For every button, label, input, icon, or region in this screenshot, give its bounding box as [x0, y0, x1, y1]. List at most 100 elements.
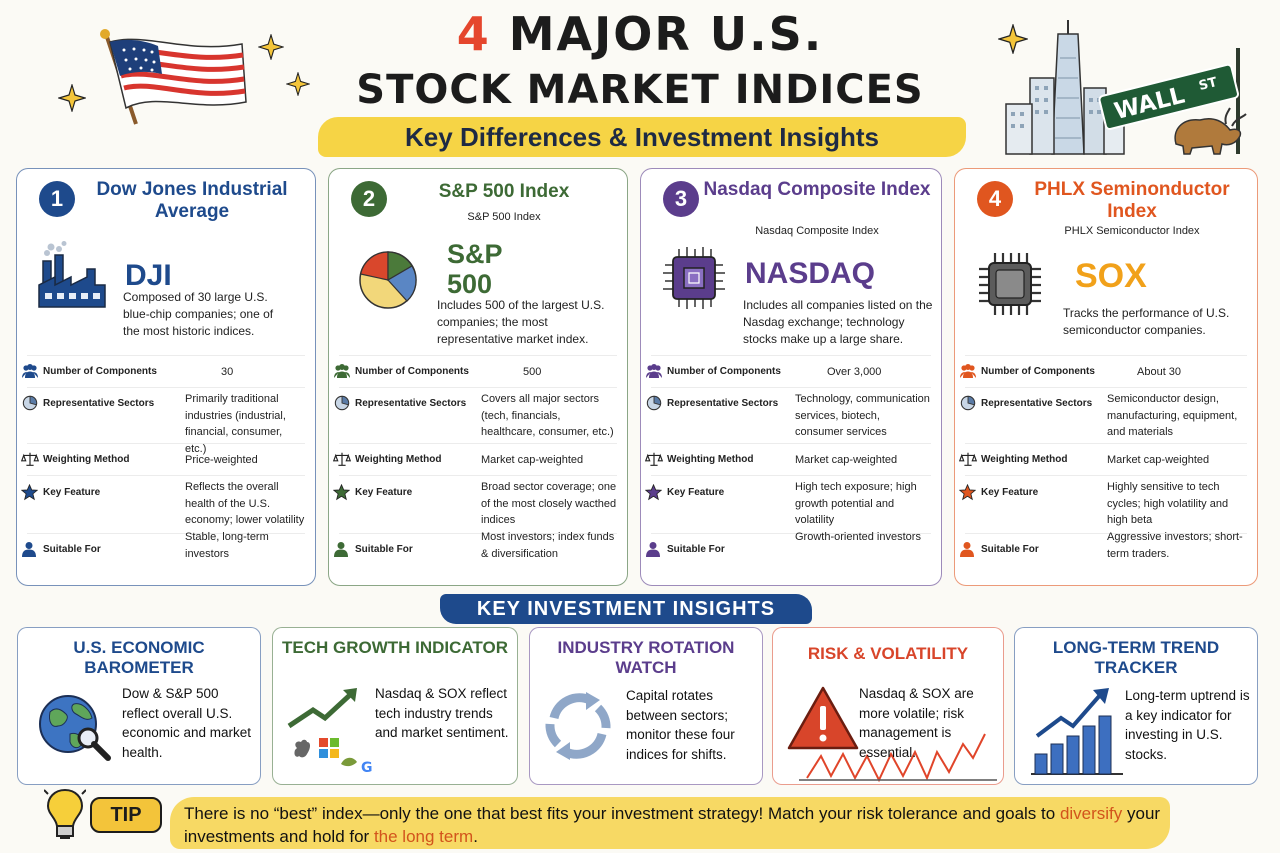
row-divider	[27, 387, 305, 388]
row-divider	[27, 475, 305, 476]
star-icon	[958, 483, 977, 501]
insight-card: U.S. ECONOMIC BAROMETER Dow & S&P 500 ref…	[17, 627, 261, 785]
index-card: 1 Dow Jones Industrial Average DJI Composed…	[16, 168, 316, 586]
tip-text: There is no “best” index—only the one th…	[184, 802, 1164, 848]
row-label: Representative Sectors	[43, 398, 155, 409]
insight-card: TECH GROWTH INDICATOR G Nasdaq & SOX refle…	[272, 627, 518, 785]
row-value-weighting: Market cap-weighted	[1107, 454, 1210, 466]
row-label: Key Feature	[43, 487, 101, 498]
insight-text: Capital rotates between sectors; monitor…	[626, 688, 735, 762]
insight-card: INDUSTRY ROTATION WATCH Capital rotates b…	[529, 627, 763, 785]
row-value-sectors: Covers all major sectors (tech, financia…	[481, 393, 614, 438]
row-label: Number of Components	[355, 366, 469, 377]
rotation-arrows-icon	[540, 688, 616, 769]
insight-title: U.S. ECONOMIC BAROMETER	[73, 638, 205, 677]
warning-icon	[787, 684, 997, 789]
index-card: 2 S&P 500 Index S&P 500 Index S&P 500 Includ…	[328, 168, 628, 586]
tip-highlight	[170, 797, 1170, 849]
index-subname: PHLX Semiconductor Index	[1064, 225, 1200, 237]
row-label: Representative Sectors	[981, 398, 1093, 409]
insight-title: RISK & VOLATILITY	[807, 644, 969, 663]
row-label: Weighting Method	[667, 454, 754, 465]
card-number-badge: 2	[351, 181, 387, 217]
svg-text:G: G	[361, 760, 373, 776]
row-label: Representative Sectors	[667, 398, 779, 409]
sparkle-icon	[258, 34, 284, 60]
insight-text: Nasdaq & SOX reflect tech industry trend…	[375, 686, 509, 740]
card-number-badge: 1	[39, 181, 75, 217]
page-subtitle: Key Differences & Investment Insights	[405, 122, 879, 152]
pie-chart-icon	[959, 395, 977, 411]
us-flag-icon	[100, 29, 247, 125]
index-name: S&P 500 Index	[438, 181, 570, 202]
scale-icon	[958, 451, 978, 467]
bull-icon	[1174, 107, 1247, 155]
index-subname: S&P 500 Index	[467, 211, 541, 223]
row-value-feature: Reflects the overall health of the U.S. …	[185, 481, 305, 526]
row-value-components: Over 3,000	[827, 366, 882, 378]
index-ticker: S&P 500	[447, 239, 503, 299]
row-divider	[339, 355, 617, 356]
row-label: Weighting Method	[43, 454, 130, 465]
row-divider	[27, 355, 305, 356]
index-description: Composed of 30 large U.S. blue-chip comp…	[123, 290, 274, 338]
factory-icon	[37, 241, 107, 316]
insights-banner-title: KEY INVESTMENT INSIGHTS	[476, 598, 776, 620]
scale-icon	[332, 451, 352, 467]
chip-icon	[973, 247, 1047, 326]
star-icon	[644, 483, 663, 501]
row-value-feature: High tech exposure; high growth potentia…	[795, 481, 917, 526]
people-icon	[333, 363, 351, 379]
row-value-suitable: Stable, long-term investors	[185, 531, 269, 560]
city-skyline-icon: WALL ST	[1005, 20, 1247, 155]
row-value-weighting: Market cap-weighted	[481, 454, 584, 466]
card-number-badge: 3	[663, 181, 699, 217]
row-value-components: About 30	[1137, 366, 1182, 378]
people-icon	[645, 363, 663, 379]
row-divider	[27, 443, 305, 444]
row-value-feature: Highly sensitive to tech cycles; high vo…	[1107, 481, 1229, 526]
growth-arrow-icon: G	[283, 684, 379, 781]
row-divider	[965, 533, 1247, 534]
row-divider	[339, 387, 617, 388]
row-divider	[651, 475, 931, 476]
tip-text-part: There is no “best” index—only the one th…	[184, 804, 1060, 823]
insight-text: Long-term uptrend is a key indicator for…	[1125, 688, 1250, 762]
star-icon	[20, 483, 39, 501]
index-description: Tracks the performance of U.S. semicondu…	[1063, 306, 1230, 337]
sparkle-icon	[286, 72, 310, 96]
lightbulb-icon	[44, 786, 86, 839]
index-description: Includes all companies listed on the Nas…	[743, 298, 933, 346]
row-value-sectors: Technology, communication services, biot…	[795, 393, 930, 438]
pie-chart-icon	[357, 249, 419, 316]
star-icon	[332, 483, 351, 501]
row-divider	[651, 387, 931, 388]
title-text: MAJOR U.S.	[490, 7, 824, 61]
page-title: 4 MAJOR U.S.	[0, 6, 1280, 62]
globe-magnifier-icon	[36, 692, 116, 769]
person-icon	[333, 541, 351, 557]
pie-chart-icon	[21, 395, 39, 411]
row-divider	[651, 355, 931, 356]
tip-highlight-word: diversify	[1059, 804, 1123, 823]
index-ticker: SOX	[1075, 257, 1147, 295]
row-divider	[339, 443, 617, 444]
index-card: 3 Nasdaq Composite Index Nasdaq Composite …	[640, 168, 942, 586]
row-label: Number of Components	[981, 366, 1095, 377]
bar-chart-icon	[1027, 684, 1127, 785]
row-value-weighting: Market cap-weighted	[795, 454, 898, 466]
row-value-components: 500	[523, 366, 542, 378]
insight-card: LONG-TERM TREND TRACKER Long-term uptrend…	[1014, 627, 1258, 785]
scale-icon	[20, 451, 40, 467]
row-divider	[965, 475, 1247, 476]
row-divider	[651, 443, 931, 444]
insight-text: Nasdaq & SOX are more volatile; risk man…	[859, 686, 974, 760]
index-description: Includes 500 of the largest U.S. compani…	[437, 298, 605, 346]
person-icon	[645, 541, 663, 557]
index-name: Nasdaq Composite Index	[703, 179, 931, 200]
insight-title: INDUSTRY ROTATION WATCH	[557, 638, 735, 677]
row-value-suitable: Most investors; index funds & diversific…	[481, 531, 615, 560]
scale-icon	[644, 451, 664, 467]
row-label: Suitable For	[981, 544, 1039, 555]
page-title-line2: STOCK MARKET INDICES	[356, 67, 924, 113]
